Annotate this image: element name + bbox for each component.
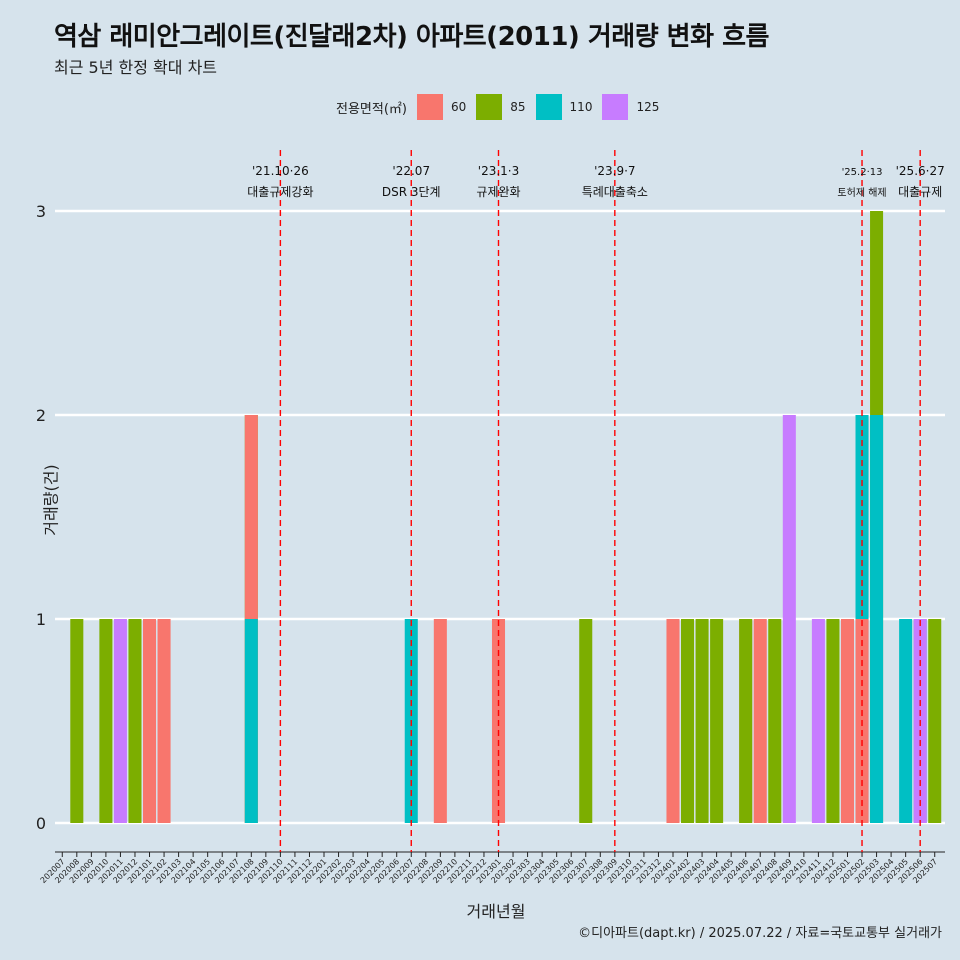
legend-swatch-110 bbox=[535, 94, 562, 120]
bar-202404-85 bbox=[710, 619, 724, 823]
bar-202411-125 bbox=[811, 619, 825, 823]
event-name-label: 대출규제 bbox=[898, 185, 942, 199]
y-tick-label: 1 bbox=[36, 610, 46, 629]
legend-item-125: 125 bbox=[602, 94, 659, 120]
legend-label-110: 110 bbox=[569, 100, 593, 114]
bar-202307-85 bbox=[579, 619, 593, 823]
bar-202101-60 bbox=[142, 619, 157, 823]
bar-202402-85 bbox=[681, 619, 695, 823]
legend-title: 전용면적(㎡) bbox=[336, 101, 407, 117]
bar-202102-60 bbox=[157, 619, 171, 823]
bar-202412-85 bbox=[826, 619, 840, 823]
bar-202108-110 bbox=[244, 619, 258, 823]
y-tick-label: 3 bbox=[36, 202, 46, 221]
legend-swatch-60 bbox=[416, 94, 443, 120]
event-name-label: 토허제 해제 bbox=[837, 186, 886, 199]
bar-202008-85 bbox=[70, 619, 84, 823]
event-name-label: DSR 3단계 bbox=[382, 185, 441, 199]
legend-item-85: 85 bbox=[476, 94, 526, 120]
bar-202401-60 bbox=[666, 619, 680, 823]
legend-label-125: 125 bbox=[636, 100, 660, 114]
bar-202408-85 bbox=[768, 619, 782, 823]
legend-item-60: 60 bbox=[416, 94, 467, 120]
x-axis-label: 거래년월 bbox=[466, 902, 526, 921]
y-axis-label: 거래량(건) bbox=[41, 464, 61, 536]
event-date-label: '25.6·27 bbox=[896, 164, 945, 178]
bar-202406-85 bbox=[739, 619, 753, 823]
legend-swatch-85 bbox=[476, 94, 503, 120]
bar-202505-110 bbox=[899, 619, 913, 823]
chart-subtitle: 최근 5년 한정 확대 차트 bbox=[54, 58, 218, 77]
bar-202403-85 bbox=[695, 619, 709, 823]
y-tick-label: 0 bbox=[36, 814, 46, 833]
legend-item-110: 110 bbox=[535, 94, 593, 120]
bar-202010-85 bbox=[99, 619, 113, 823]
bar-202507-85 bbox=[928, 619, 942, 823]
event-date-label: '25.2·13 bbox=[842, 167, 883, 178]
event-date-label: '23.1·3 bbox=[478, 164, 519, 178]
source-caption: ©디아파트(dapt.kr) / 2025.07.22 / 자료=국토교통부 실… bbox=[578, 926, 942, 941]
legend-label-85: 85 bbox=[510, 100, 526, 114]
legend: 전용면적(㎡) 60 85 110 125 bbox=[336, 93, 669, 121]
event-date-label: '22.07 bbox=[392, 164, 430, 178]
y-tick-label: 2 bbox=[36, 406, 46, 425]
bar-202209-60 bbox=[433, 619, 447, 823]
bar-202503-110 bbox=[870, 415, 884, 823]
bar-202409-125 bbox=[782, 415, 796, 823]
event-date-label: '23.9·7 bbox=[594, 164, 635, 178]
event-date-label: '21.10·26 bbox=[252, 164, 309, 178]
event-name-label: 규제완화 bbox=[476, 185, 520, 199]
bar-202501-60 bbox=[840, 619, 855, 823]
bar-202012-85 bbox=[128, 619, 142, 823]
chart-title: 역삼 래미안그레이트(진달래2차) 아파트(2011) 거래량 변화 흐름 bbox=[54, 22, 769, 52]
legend-swatch-125 bbox=[602, 94, 629, 120]
event-name-label: 대출규제강화 bbox=[247, 185, 313, 199]
legend-label-60: 60 bbox=[450, 100, 467, 114]
bar-202011-125 bbox=[113, 619, 127, 823]
event-name-label: 특례대출축소 bbox=[582, 185, 648, 199]
bar-202407-60 bbox=[753, 619, 767, 823]
